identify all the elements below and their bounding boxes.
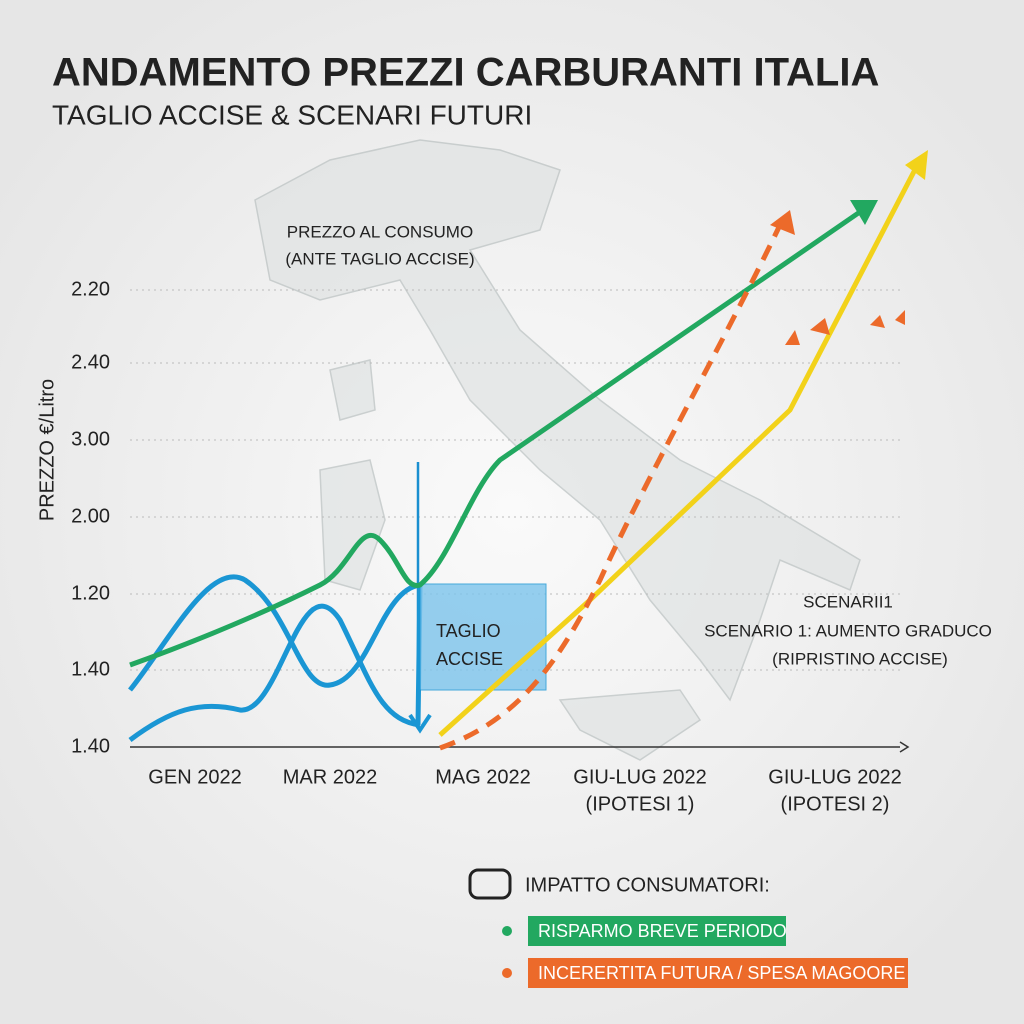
annotation: PREZZO AL CONSUMO xyxy=(287,222,473,241)
y-axis-label: PREZZO €/Litro xyxy=(36,379,58,521)
x-tick-label: MAR 2022 xyxy=(283,766,378,788)
legend-box xyxy=(528,958,908,988)
annotation: (RIPRISTINO ACCISE) xyxy=(772,649,948,668)
blue-line xyxy=(128,603,421,743)
y-tick-label: 2.00 xyxy=(71,505,110,527)
legend-dot xyxy=(502,926,512,936)
orange-marks xyxy=(785,310,905,345)
legend-box xyxy=(528,916,786,946)
italy-map xyxy=(254,139,861,761)
legend-dot xyxy=(502,968,512,978)
yellow-arrow xyxy=(905,150,928,180)
y-tick-label: 1.40 xyxy=(71,658,110,680)
annotation: SCENARII1 xyxy=(803,592,893,611)
x-tick-label: (IPOTESI 2) xyxy=(781,793,890,815)
x-tick-label: (IPOTESI 1) xyxy=(586,793,695,815)
yellow-line xyxy=(438,158,923,737)
blue-line xyxy=(128,574,423,726)
x-axis-arrow xyxy=(899,741,910,753)
blue-arrow xyxy=(408,713,432,734)
car-icon xyxy=(468,868,512,900)
legend-title: IMPATTO CONSUMATORI: xyxy=(525,874,770,896)
y-tick-label: 2.20 xyxy=(71,278,110,300)
legend-item: INCERERTITA FUTURA / SPESA MAGOORE xyxy=(538,963,905,983)
subtitle: TAGLIO ACCISE & SCENARI FUTURI xyxy=(52,99,532,130)
cut-box xyxy=(419,583,547,691)
legend: IMPATTO CONSUMATORI: RISPARMO BREVE PERI… xyxy=(468,868,908,988)
y-tick-label: 2.40 xyxy=(71,351,110,373)
x-tick-label: GEN 2022 xyxy=(148,766,241,788)
x-tick-label: GIU-LUG 2022 xyxy=(768,766,901,788)
cut-label: ACCISE xyxy=(436,649,503,669)
y-tick-label: 1.20 xyxy=(71,582,110,604)
x-tick-label: GIU-LUG 2022 xyxy=(573,766,706,788)
annotation: SCENARIO 1: AUMENTO GRADUCO xyxy=(704,621,992,640)
title: ANDAMENTO PREZZI CARBURANTI ITALIA xyxy=(52,51,879,95)
green-line xyxy=(129,202,872,668)
x-tick-label: MAG 2022 xyxy=(435,766,531,788)
green-arrow xyxy=(850,200,878,225)
y-tick-label: 3.00 xyxy=(71,428,110,450)
annotation: (ANTE TAGLIO ACCISE) xyxy=(285,249,474,268)
cut-label: TAGLIO xyxy=(436,621,501,641)
orange-arrow xyxy=(770,210,795,235)
legend-item: RISPARMO BREVE PERIODO xyxy=(538,921,787,941)
y-tick-label: 1.40 xyxy=(71,735,110,757)
orange-dashed-line xyxy=(439,223,783,751)
